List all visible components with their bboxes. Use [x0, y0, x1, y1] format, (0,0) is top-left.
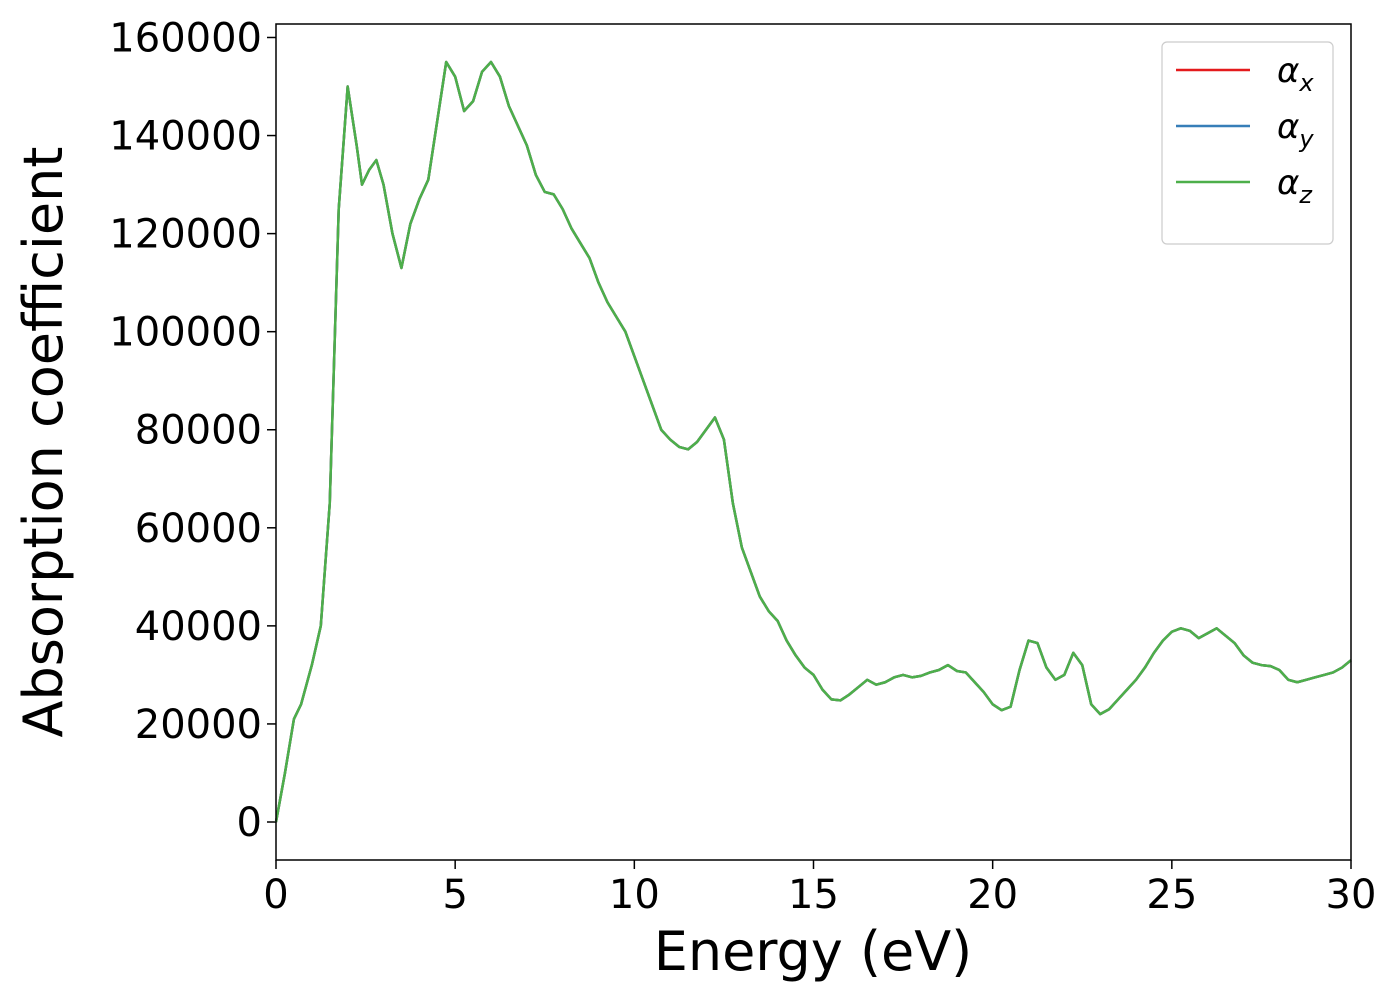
legend-box	[1161, 41, 1334, 245]
legend-label: αy	[1277, 107, 1314, 153]
y-tick-label: 100000	[109, 310, 262, 356]
y-axis-label: Absorption coefficient	[12, 147, 75, 738]
y-tick-label: 0	[237, 800, 262, 846]
y-tick-label: 80000	[135, 408, 262, 454]
y-tick-label: 60000	[135, 506, 262, 552]
plot-frame	[275, 23, 1352, 861]
x-tick-label: 15	[788, 872, 839, 918]
legend-label: αx	[1277, 51, 1314, 97]
x-tick-label: 5	[442, 872, 467, 918]
y-tick-label: 20000	[135, 702, 262, 748]
data-line	[274, 60, 1352, 823]
x-tick-label: 25	[1146, 872, 1197, 918]
y-tick-label: 140000	[109, 114, 262, 160]
x-tick-label: 0	[263, 872, 288, 918]
y-tick-label: 120000	[109, 212, 262, 258]
x-tick-label: 30	[1326, 872, 1377, 918]
x-tick-label: 10	[609, 872, 660, 918]
y-tick-label: 160000	[109, 15, 262, 61]
legend: αx αy αz	[1161, 41, 1334, 245]
y-tick-label: 40000	[135, 604, 262, 650]
legend-label: αz	[1277, 163, 1313, 209]
x-tick-label: 20	[967, 872, 1018, 918]
x-axis-label: Energy (eV)	[654, 920, 973, 983]
